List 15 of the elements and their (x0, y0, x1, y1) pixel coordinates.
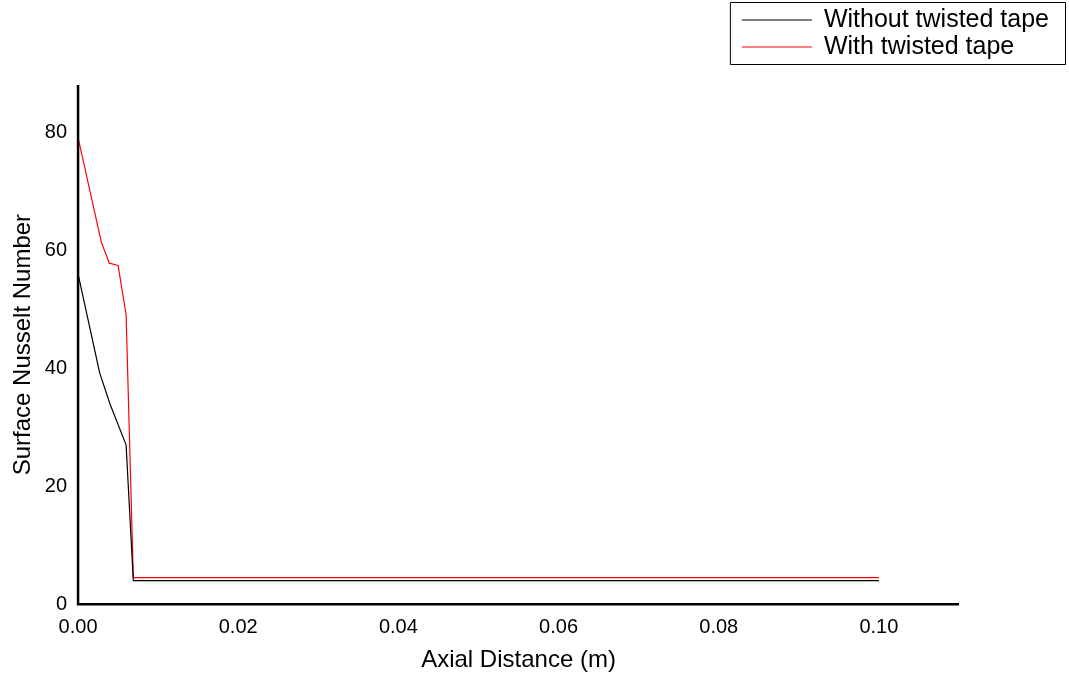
y-tick-label: 60 (44, 237, 68, 260)
x-tick-label: 0.00 (58, 614, 98, 637)
y-tick-label: 40 (44, 355, 68, 378)
y-axis-title: Surface Nusselt Number (8, 213, 36, 476)
x-tick-label: 0.06 (539, 614, 579, 637)
x-tick-label: 0.10 (859, 614, 899, 637)
legend-label: With twisted tape (823, 30, 1015, 59)
legend-label: Without twisted tape (823, 3, 1050, 32)
x-tick-label: 0.08 (699, 614, 739, 637)
x-tick-label: 0.04 (378, 614, 418, 637)
x-axis-title: Axial Distance (m) (421, 645, 616, 673)
y-tick-label: 80 (44, 119, 68, 142)
y-tick-label: 20 (44, 473, 68, 496)
x-tick-label: 0.02 (218, 614, 258, 637)
y-tick-label: 0 (55, 591, 68, 614)
